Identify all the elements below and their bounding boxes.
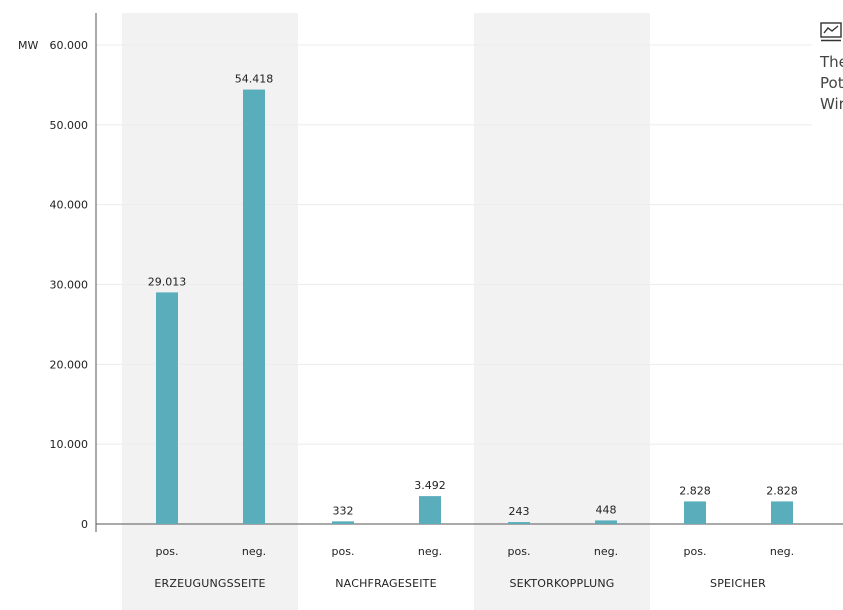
bar-value-label: 243 — [509, 505, 530, 518]
y-tick-label: 50.000 — [50, 119, 89, 132]
group-label: SPEICHER — [710, 577, 766, 590]
y-tick-label: 20.000 — [50, 358, 89, 371]
x-category-label: pos. — [332, 545, 355, 558]
x-category-label: pos. — [156, 545, 179, 558]
group-band — [474, 13, 650, 610]
x-category-label: neg. — [418, 545, 442, 558]
bar — [771, 501, 793, 524]
side-panel: The Pot Wir — [812, 14, 843, 126]
bar-value-label: 332 — [333, 504, 354, 517]
bar-value-label: 54.418 — [235, 73, 274, 86]
x-category-label: neg. — [770, 545, 794, 558]
bar — [595, 520, 617, 524]
x-category-label: neg. — [594, 545, 618, 558]
y-tick-label: 60.000 — [50, 39, 89, 52]
y-unit-label: MW — [18, 39, 38, 52]
bar-value-label: 29.013 — [148, 275, 187, 288]
bar-value-label: 2.828 — [679, 484, 711, 497]
group-label: ERZEUGUNGSSEITE — [154, 577, 265, 590]
bar — [332, 521, 354, 524]
group-label: SEKTORKOPPLUNG — [509, 577, 614, 590]
line-chart-icon[interactable] — [820, 22, 842, 42]
bar-value-label: 2.828 — [766, 484, 798, 497]
x-category-label: neg. — [242, 545, 266, 558]
x-category-label: pos. — [684, 545, 707, 558]
x-category-label: pos. — [508, 545, 531, 558]
bar — [156, 292, 178, 524]
y-tick-label: 0 — [81, 518, 88, 531]
bar-value-label: 448 — [596, 503, 617, 516]
bar-value-label: 3.492 — [414, 479, 446, 492]
group-label: NACHFRAGESEITE — [335, 577, 437, 590]
group-band — [122, 13, 298, 610]
side-text-line-2: Pot — [820, 74, 843, 92]
y-tick-label: 40.000 — [50, 199, 89, 212]
side-text-line-3: Wir — [820, 95, 843, 113]
bar — [243, 89, 265, 525]
y-tick-label: 10.000 — [50, 438, 89, 451]
bar — [684, 501, 706, 524]
bar — [419, 496, 441, 524]
y-tick-label: 30.000 — [50, 279, 89, 292]
side-text-line-1: The — [820, 53, 843, 71]
bar — [508, 522, 530, 524]
